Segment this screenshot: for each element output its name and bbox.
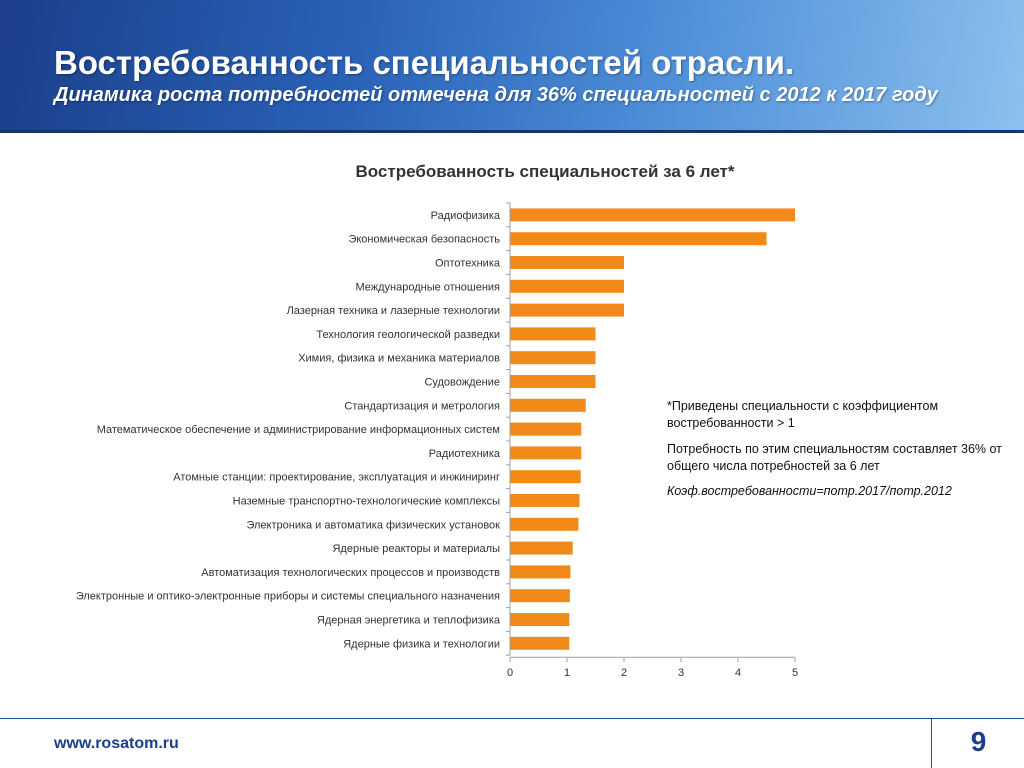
bar <box>510 279 624 293</box>
category-label: Стандартизация и метрология <box>344 400 500 412</box>
category-label: Международные отношения <box>355 281 500 293</box>
slide-header <box>0 0 1024 130</box>
category-label: Математическое обеспечение и администрир… <box>97 424 500 436</box>
footnote-criteria: *Приведены специальности с коэффициентом… <box>667 399 939 430</box>
bar <box>510 422 582 436</box>
footnote-share: Потребность по этим специальностям соста… <box>667 442 1002 473</box>
category-label: Ядерные физика и технологии <box>343 638 500 650</box>
bar <box>510 541 573 555</box>
slide-title: Востребованность специальностей отрасли. <box>54 44 795 81</box>
category-label: Технология геологической разведки <box>316 329 500 341</box>
bar-chart: Радиофизика Экономическая безопасность Опт… <box>76 202 798 679</box>
category-label: Автоматизация технологических процессов … <box>201 567 500 579</box>
bar <box>510 232 767 246</box>
bar <box>510 351 596 365</box>
chart-title: Востребованность специальностей за 6 лет… <box>355 162 735 181</box>
x-tick-label: 1 <box>564 667 570 679</box>
category-label: Ядерная энергетика и теплофизика <box>317 615 501 627</box>
bar <box>510 517 579 531</box>
footnote-formula: Коэф.востребованности=потр.2017/потр.201… <box>667 484 952 498</box>
bar <box>510 636 570 650</box>
bar <box>510 446 582 460</box>
footer-divider <box>0 718 1024 719</box>
x-tick-label: 5 <box>792 667 798 679</box>
bar <box>510 398 586 412</box>
x-tick-label: 4 <box>735 667 741 679</box>
category-label: Электронные и оптико-электронные приборы… <box>76 591 500 603</box>
bar <box>510 256 624 269</box>
header-divider <box>0 130 1024 133</box>
category-label: Ядерные реакторы и материалы <box>332 543 500 555</box>
bar <box>510 613 570 626</box>
bar <box>510 494 580 507</box>
category-label: Лазерная техника и лазерные технологии <box>287 305 500 317</box>
category-label: Оптотехника <box>435 258 501 270</box>
bar <box>510 303 624 317</box>
bar <box>510 327 596 341</box>
slide-subtitle: Динамика роста потребностей отмечена для… <box>54 84 938 106</box>
category-label: Химия, физика и механика материалов <box>298 353 500 365</box>
category-label: Судовождение <box>424 377 500 389</box>
x-tick-label: 0 <box>507 667 513 679</box>
category-label: Атомные станции: проектирование, эксплуа… <box>173 472 500 484</box>
x-tick-label: 3 <box>678 667 684 679</box>
category-label: Экономическая безопасность <box>348 234 500 246</box>
bar <box>510 375 596 388</box>
bar <box>510 589 570 603</box>
category-label: Наземные транспортно-технологические ком… <box>233 496 500 508</box>
bar <box>510 470 581 484</box>
page-number: 9 <box>970 726 987 757</box>
page-number-box: 9 <box>931 718 1024 768</box>
category-label: Радиофизика <box>431 210 501 222</box>
footer-url-link[interactable]: www.rosatom.ru <box>54 735 179 752</box>
x-tick-label: 2 <box>621 667 627 679</box>
bar <box>510 565 571 579</box>
bar <box>510 208 795 222</box>
category-label: Электроника и автоматика физических уста… <box>246 519 500 531</box>
category-label: Радиотехника <box>429 448 501 460</box>
